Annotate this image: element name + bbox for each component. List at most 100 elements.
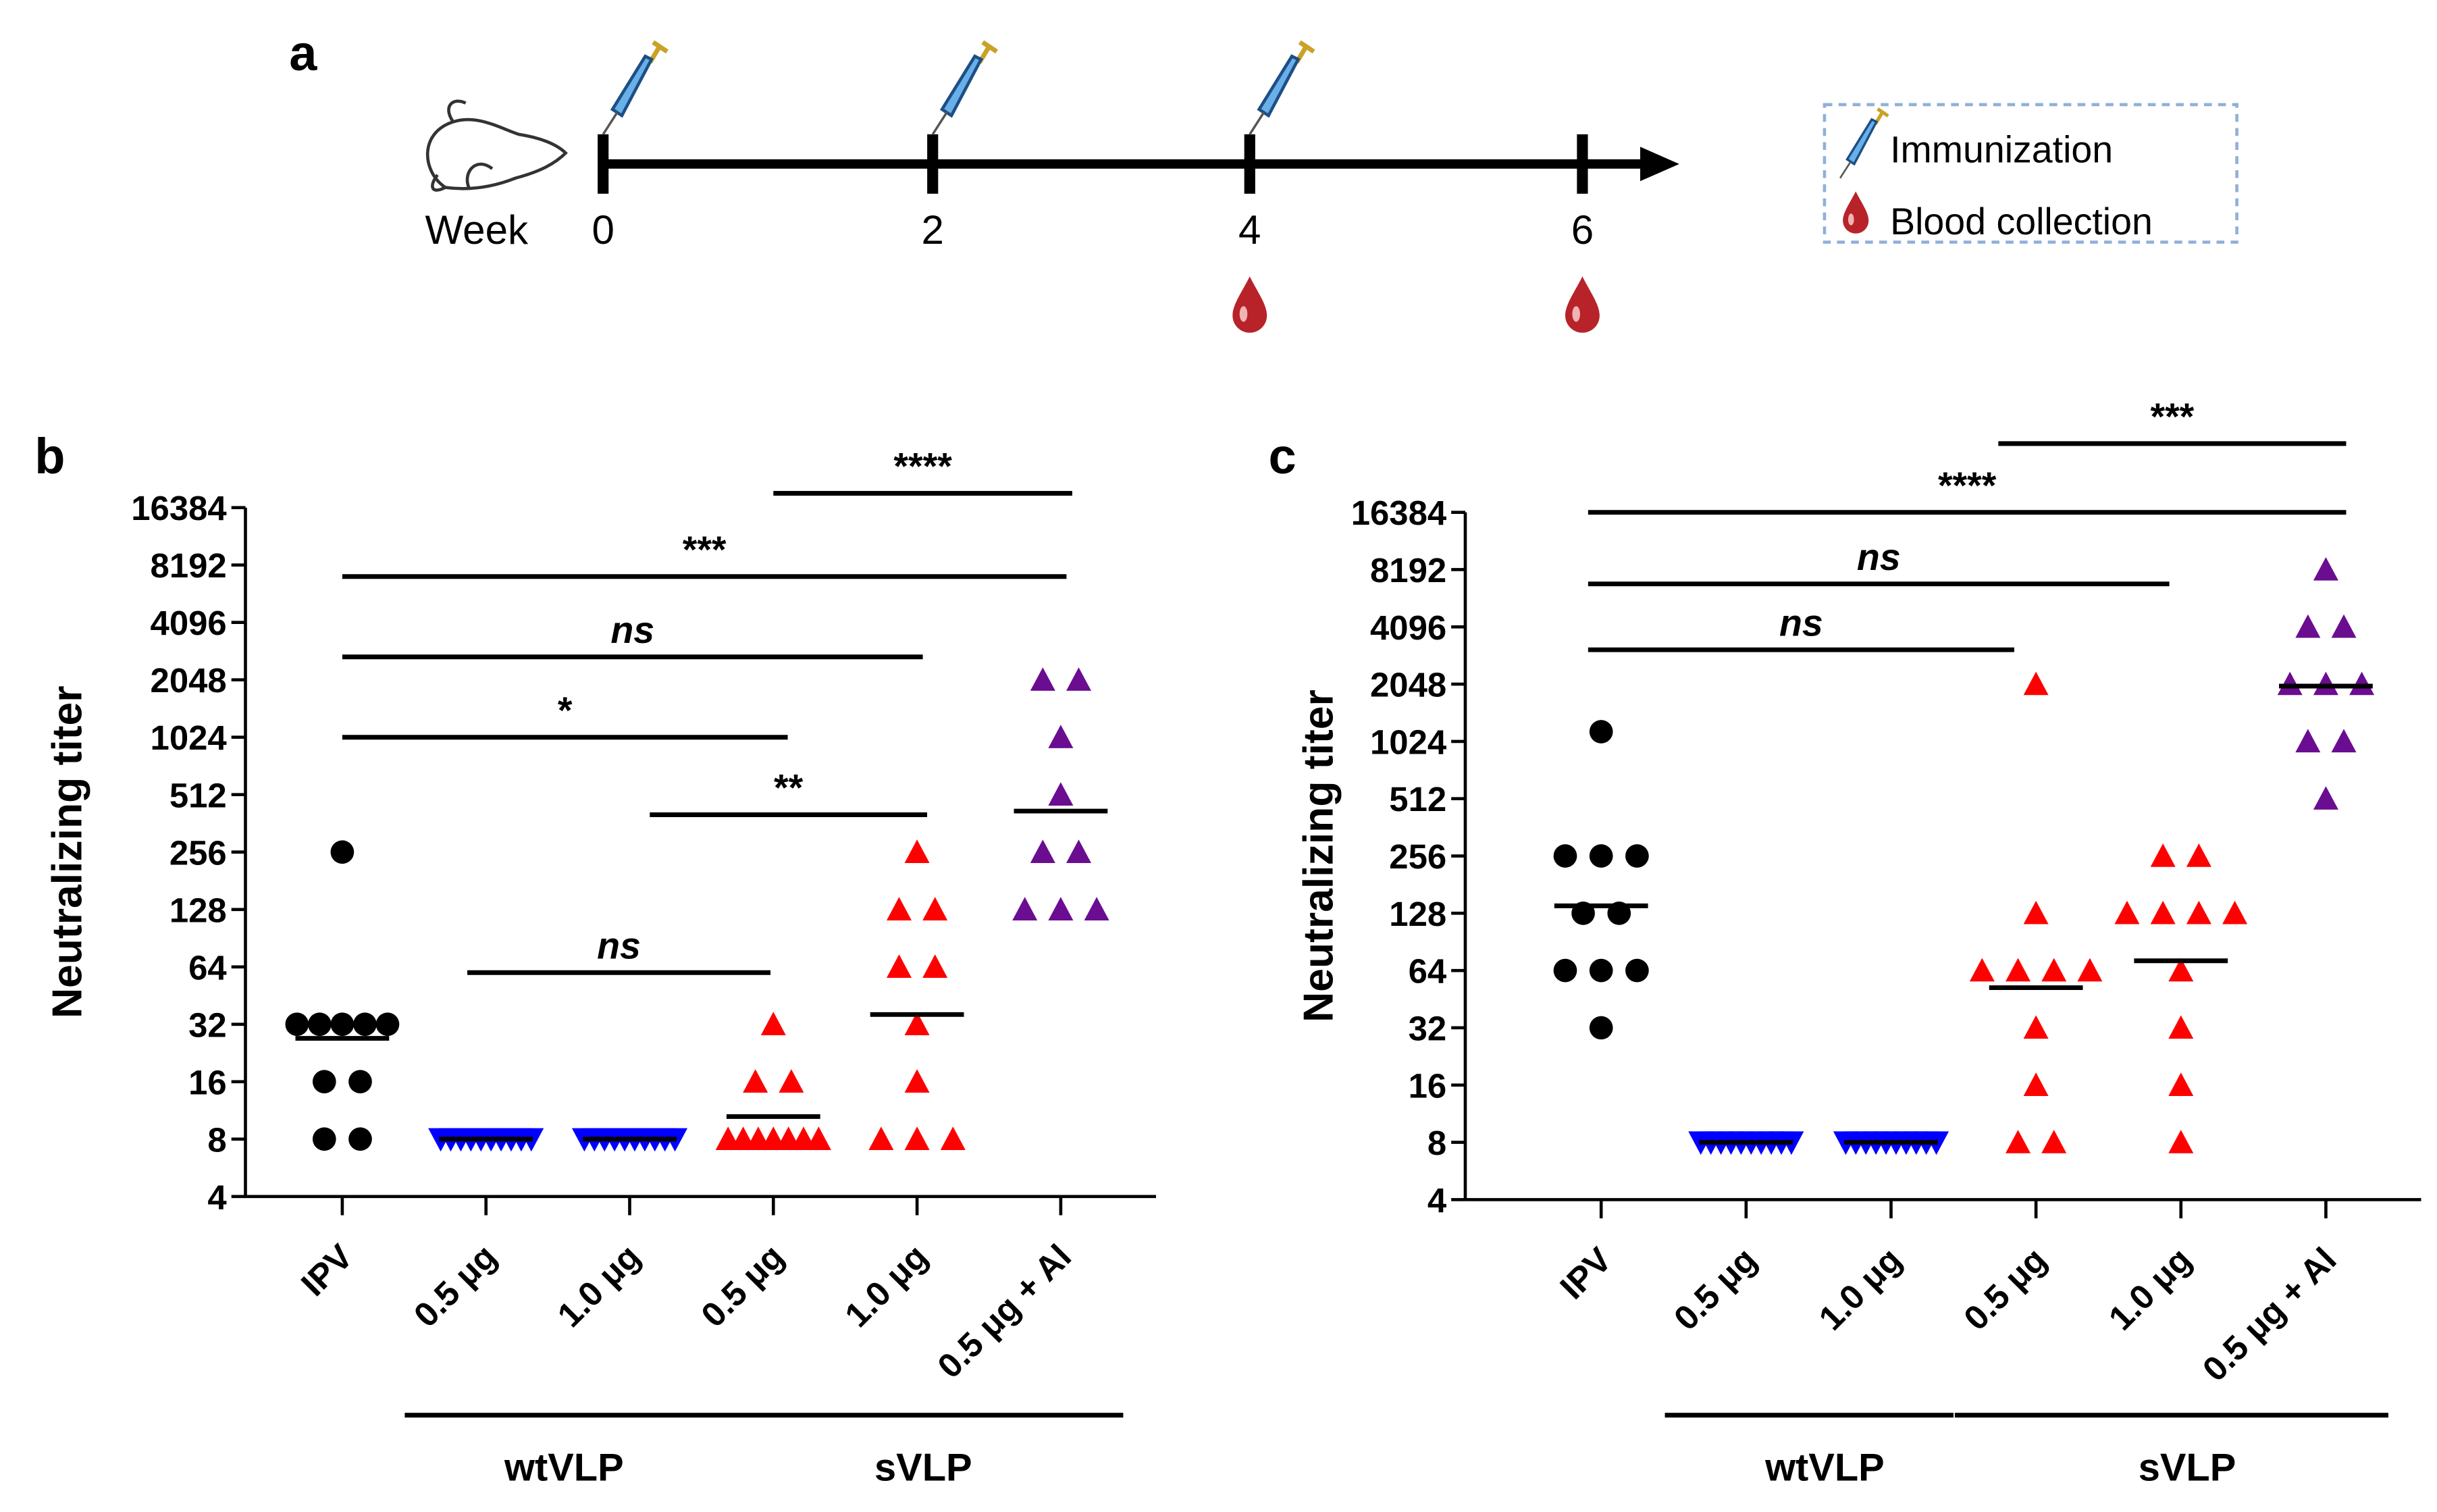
data-point-circle bbox=[1553, 844, 1577, 868]
y-tick-label: 1024 bbox=[1370, 723, 1447, 761]
data-point-triangle bbox=[2277, 671, 2303, 696]
data-point-circle bbox=[285, 1012, 309, 1037]
significance-label: *** bbox=[2151, 396, 2195, 438]
y-tick-label: 16384 bbox=[131, 489, 227, 527]
significance-label: ** bbox=[774, 767, 804, 809]
mouse-icon bbox=[425, 99, 568, 192]
data-point-triangle bbox=[886, 897, 912, 920]
panel-label: c bbox=[1269, 428, 1296, 484]
data-point-triangle bbox=[922, 954, 948, 978]
data-point-triangle bbox=[904, 1126, 930, 1150]
x-tick-label: 1.0 μg bbox=[550, 1237, 647, 1334]
legend-box: Immunization Blood collection bbox=[1823, 103, 2238, 244]
data-point-triangle bbox=[2349, 671, 2375, 696]
data-point-triangle bbox=[2023, 671, 2049, 696]
data-point-triangle bbox=[2313, 671, 2338, 696]
data-point-triangle bbox=[1030, 667, 1055, 691]
data-point-triangle bbox=[2295, 614, 2321, 638]
y-tick-label: 128 bbox=[1389, 895, 1446, 933]
x-tick-label: 0.5 μg + Al bbox=[930, 1237, 1078, 1386]
legend-blood-collection: Blood collection bbox=[1890, 201, 2153, 242]
legend-immunization: Immunization bbox=[1890, 129, 2113, 171]
data-point-triangle bbox=[2006, 1130, 2031, 1153]
data-point-circle bbox=[375, 1012, 400, 1037]
data-point-triangle bbox=[2313, 556, 2338, 581]
group-label: sVLP bbox=[874, 1446, 972, 1490]
data-point-triangle bbox=[1048, 725, 1074, 748]
significance-label: ns bbox=[1779, 602, 1823, 644]
significance-label: ns bbox=[1857, 536, 1901, 578]
data-point-circle bbox=[312, 1127, 336, 1151]
data-point-circle bbox=[1589, 1016, 1613, 1040]
blood-drop-icon bbox=[1843, 191, 1869, 234]
data-point-circle bbox=[1589, 844, 1613, 868]
data-point-circle bbox=[1625, 844, 1649, 868]
x-tick-label: 0.5 μg bbox=[407, 1237, 504, 1334]
y-axis-label: Neutralizing titer bbox=[44, 685, 91, 1018]
data-point-triangle bbox=[2222, 900, 2248, 924]
data-point-triangle bbox=[2313, 786, 2338, 810]
data-point-triangle bbox=[2168, 1015, 2194, 1039]
data-point-triangle bbox=[743, 1069, 768, 1093]
data-point-circle bbox=[330, 1012, 355, 1037]
data-point-triangle bbox=[2186, 900, 2211, 924]
y-tick-label: 32 bbox=[188, 1006, 227, 1044]
syringe-icon bbox=[933, 42, 997, 134]
y-tick-label: 4096 bbox=[1370, 608, 1446, 647]
data-point-triangle bbox=[2023, 1015, 2049, 1039]
data-point-triangle bbox=[1030, 839, 1055, 863]
data-point-triangle bbox=[2041, 958, 2067, 982]
significance-label: ns bbox=[610, 609, 654, 651]
x-tick-label: 1.0 μg bbox=[837, 1237, 935, 1334]
data-point-circle bbox=[353, 1012, 377, 1037]
data-point-circle bbox=[348, 1070, 372, 1094]
x-tick-label: 0.5 μg + Al bbox=[2195, 1240, 2344, 1388]
x-tick-label: 1.0 μg bbox=[2101, 1240, 2199, 1337]
blood-drop-icon bbox=[1565, 276, 1600, 333]
y-tick-label: 4 bbox=[1427, 1181, 1447, 1220]
data-point-triangle bbox=[922, 897, 948, 920]
group-label: wtVLP bbox=[1764, 1446, 1885, 1490]
group-label: sVLP bbox=[2139, 1446, 2236, 1490]
data-point-circle bbox=[1589, 720, 1613, 744]
y-axis-label: Neutralizing titer bbox=[1294, 689, 1342, 1022]
data-point-triangle bbox=[1048, 782, 1074, 806]
x-tick-label: IPV bbox=[294, 1237, 360, 1303]
data-point-triangle bbox=[2150, 900, 2176, 924]
data-point-circle bbox=[330, 840, 355, 864]
panel-c-chart: c Neutralizing titer 4 8 16 32 64 128 256 512 1024… bbox=[1269, 396, 2421, 1490]
y-tick-label: 64 bbox=[188, 948, 227, 987]
week-number: 6 bbox=[1571, 207, 1594, 253]
data-point-triangle bbox=[2168, 1130, 2194, 1153]
data-point-triangle bbox=[2023, 1072, 2049, 1096]
y-tick-label: 2048 bbox=[151, 661, 227, 700]
x-tick-label: 1.0 μg bbox=[1811, 1240, 1908, 1337]
data-point-circle bbox=[1589, 958, 1613, 983]
data-point-triangle bbox=[1066, 667, 1091, 691]
data-point-triangle bbox=[1084, 897, 1109, 920]
data-point-triangle bbox=[806, 1126, 831, 1150]
y-tick-label: 512 bbox=[169, 776, 227, 814]
significance-label: ns bbox=[597, 924, 641, 966]
blood-drop-icon bbox=[1232, 276, 1267, 333]
data-point-triangle bbox=[2114, 900, 2140, 924]
y-tick-label: 128 bbox=[169, 891, 227, 929]
data-point-circle bbox=[1625, 958, 1649, 983]
data-point-triangle bbox=[2006, 958, 2031, 982]
data-point-triangle bbox=[779, 1069, 804, 1093]
syringe-icon bbox=[1840, 109, 1888, 178]
data-point-triangle bbox=[2041, 1130, 2067, 1153]
y-tick-label: 8 bbox=[207, 1120, 226, 1159]
y-tick-label: 16384 bbox=[1351, 494, 1447, 532]
timeline-arrowhead bbox=[1640, 147, 1679, 182]
y-tick-label: 32 bbox=[1409, 1009, 1447, 1047]
group-label: wtVLP bbox=[504, 1446, 624, 1490]
data-point-circle bbox=[312, 1070, 336, 1094]
data-point-triangle bbox=[886, 954, 912, 978]
data-point-triangle bbox=[2331, 729, 2357, 753]
data-point-triangle bbox=[904, 1069, 930, 1093]
data-point-triangle bbox=[2023, 900, 2049, 924]
y-tick-label: 256 bbox=[169, 833, 227, 872]
data-point-triangle bbox=[2077, 958, 2103, 982]
